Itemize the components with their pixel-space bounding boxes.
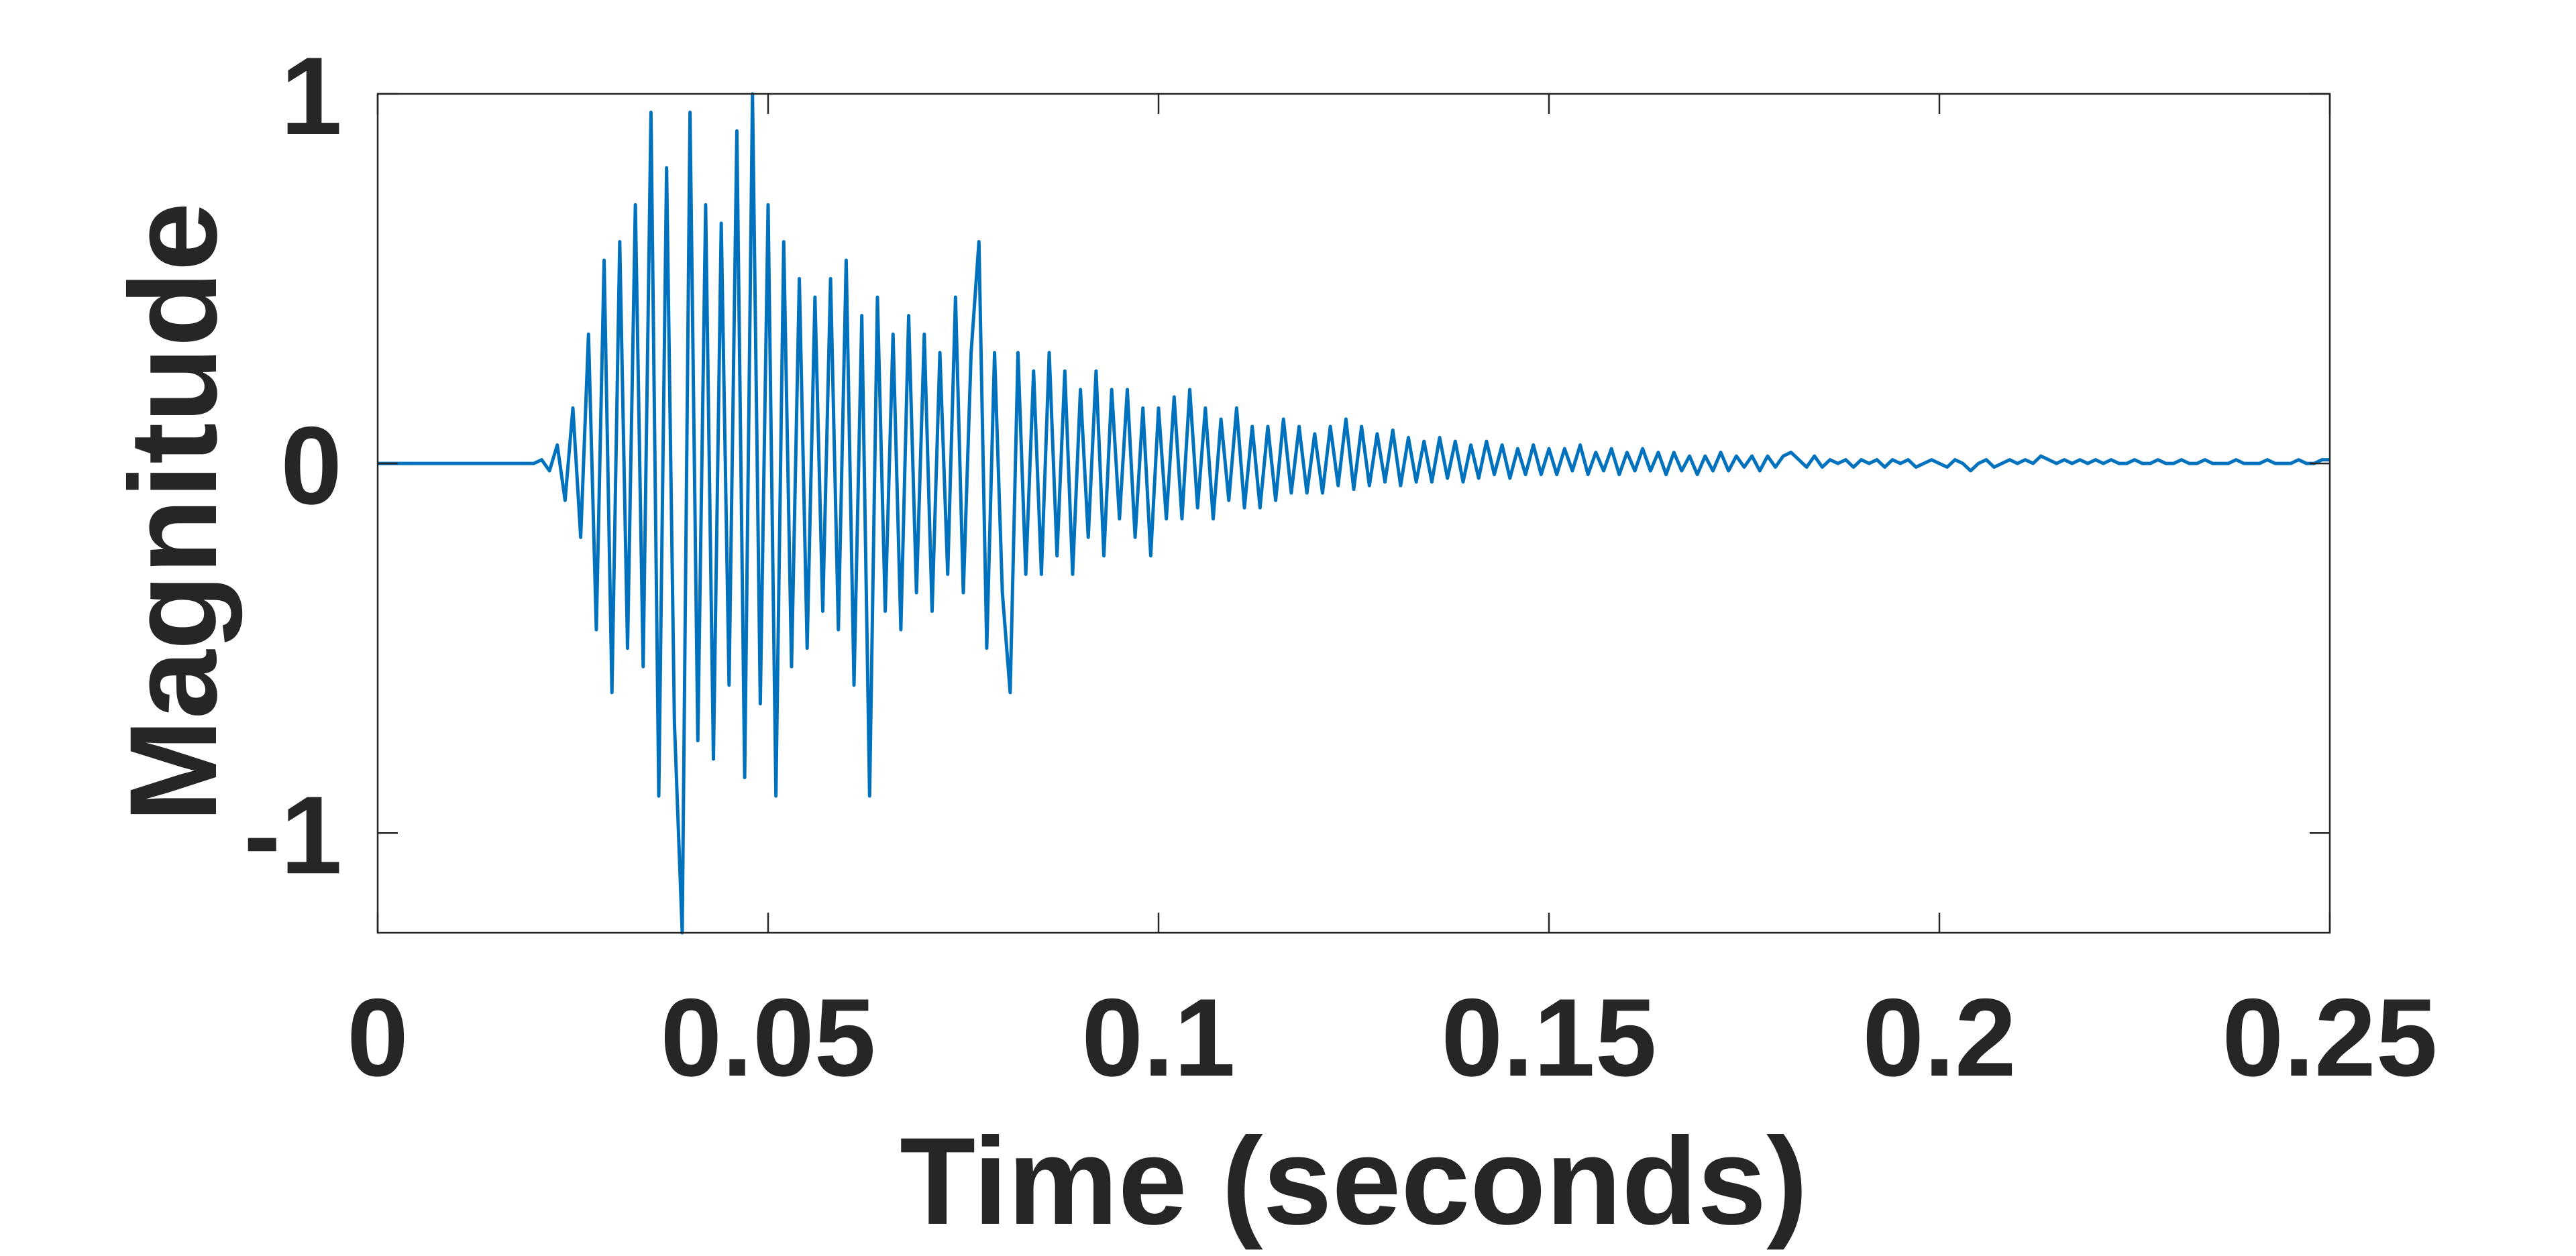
waveform-line [378, 92, 2330, 935]
x-tick-label: 0.2 [1862, 976, 2016, 1099]
plot-area [378, 94, 2330, 933]
x-tick-label: 0.1 [1081, 976, 1235, 1099]
x-tick-label: 0 [347, 976, 409, 1099]
y-axis-label: Magnitude [105, 203, 243, 823]
y-tick-label: 1 [280, 34, 342, 158]
x-tick-label: 0.25 [2222, 976, 2437, 1099]
y-tick-label: -1 [244, 773, 342, 897]
x-axis-label: Time (seconds) [900, 1112, 1808, 1251]
plot-frame [376, 93, 2331, 934]
x-tick-label: 0.15 [1441, 976, 1656, 1099]
x-tick-label: 0.05 [660, 976, 875, 1099]
y-tick-label: 0 [280, 404, 342, 527]
